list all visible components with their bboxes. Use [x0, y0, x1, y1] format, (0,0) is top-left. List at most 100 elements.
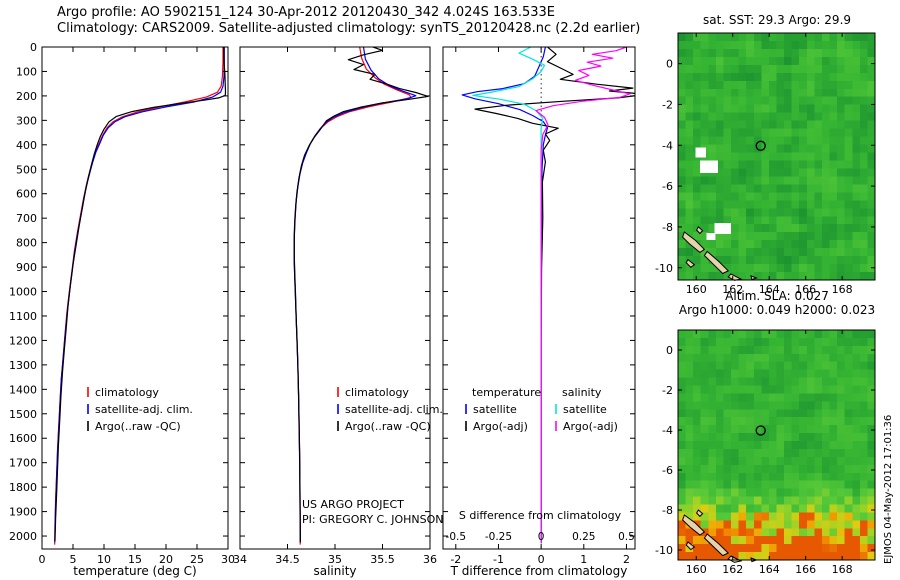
svg-text:-10: -10	[655, 262, 673, 275]
series-climatology	[293, 47, 412, 545]
series-satellite-adj-clim	[293, 47, 417, 543]
island-contour	[682, 514, 706, 536]
svg-text:900: 900	[16, 261, 37, 274]
temperature-profile-legend: climatology satellite-adj. clim. Argo(..ra…	[87, 386, 193, 433]
svg-text:satellite-adj. clim.: satellite-adj. clim.	[345, 403, 443, 416]
sla-map-panel: 160 162 164 166 168 0 -2 -4 -6 -8 -10	[655, 329, 876, 576]
svg-text:160: 160	[686, 563, 707, 576]
svg-text:300: 300	[16, 114, 37, 127]
svg-text:0: 0	[538, 553, 545, 566]
series-s-argo-adj	[535, 47, 631, 543]
svg-text:800: 800	[16, 237, 37, 250]
missing-data-patch	[714, 222, 731, 234]
missing-data-patch	[706, 233, 716, 241]
svg-text:-0.5: -0.5	[446, 531, 467, 543]
svg-text:temperature: temperature	[472, 386, 541, 399]
svg-text:2: 2	[623, 553, 630, 566]
svg-text:160: 160	[686, 283, 707, 296]
svg-text:2000: 2000	[9, 530, 37, 543]
missing-data-patch	[695, 147, 707, 158]
island-contour	[750, 275, 758, 281]
timestamp-stamp: EJMOS 04-May-2012 17:01:36	[883, 414, 894, 564]
sla-map-title-line1: Altim. SLA: 0.027	[725, 289, 829, 303]
salinity-profile-legend: climatology satellite-adj. clim. Argo(..ra…	[337, 386, 443, 433]
note-us-argo-project: US ARGO PROJECT	[302, 498, 404, 511]
axes-box	[442, 46, 636, 550]
svg-text:500: 500	[16, 163, 37, 176]
svg-text:0: 0	[666, 58, 673, 71]
svg-text:-6: -6	[662, 180, 673, 193]
svg-text:Argo(-adj): Argo(-adj)	[473, 420, 528, 433]
island-contour	[685, 541, 696, 551]
series-s-satellite	[472, 47, 546, 543]
label-s-difference: S difference from climatology	[458, 509, 622, 522]
svg-text:168: 168	[832, 563, 853, 576]
svg-text:1: 1	[580, 553, 587, 566]
svg-text:15: 15	[128, 553, 142, 566]
svg-text:0.5: 0.5	[618, 531, 635, 543]
sla-map-title-line2: Argo h1000: 0.049 h2000: 0.023	[678, 303, 876, 317]
svg-text:-0.25: -0.25	[485, 531, 512, 543]
island-contour	[727, 555, 743, 563]
svg-text:36: 36	[423, 553, 437, 566]
svg-text:700: 700	[16, 212, 37, 225]
axes-box	[41, 46, 229, 550]
svg-text:162: 162	[722, 563, 743, 576]
svg-text:salinity: salinity	[562, 386, 602, 399]
svg-text:10: 10	[97, 553, 111, 566]
svg-text:satellite: satellite	[563, 403, 607, 416]
svg-text:400: 400	[16, 139, 37, 152]
svg-text:1000: 1000	[9, 286, 37, 299]
svg-text:-2: -2	[662, 98, 673, 111]
series-climatology	[54, 47, 224, 545]
svg-text:5: 5	[70, 553, 77, 566]
svg-text:30: 30	[221, 553, 235, 566]
series-argo-raw-qc	[54, 47, 227, 541]
svg-text:satellite-adj. clim.: satellite-adj. clim.	[95, 403, 193, 416]
svg-text:0: 0	[538, 531, 545, 543]
svg-text:35.5: 35.5	[370, 553, 395, 566]
xlabel-t-difference: T difference from climatology	[450, 564, 628, 578]
series-t-argo-adj	[474, 47, 635, 543]
svg-text:0.25: 0.25	[572, 531, 595, 543]
island-contour	[682, 231, 706, 254]
svg-text:1400: 1400	[9, 383, 37, 396]
map-border	[677, 329, 876, 561]
svg-text:climatology: climatology	[95, 386, 159, 399]
svg-text:1100: 1100	[9, 310, 37, 323]
argo-position-marker	[755, 140, 766, 151]
svg-text:0: 0	[39, 553, 46, 566]
svg-text:34.5: 34.5	[275, 553, 300, 566]
svg-text:0: 0	[666, 344, 673, 357]
series-satellite-adj-clim	[54, 47, 225, 543]
svg-text:100: 100	[16, 65, 37, 78]
svg-text:1600: 1600	[9, 432, 37, 445]
svg-text:34: 34	[233, 553, 247, 566]
island-contour	[703, 533, 730, 557]
difference-profile-panel: -2 -1 0 1 2 -0.5 -0.25 0 0.25 0.5 temperature satel…	[442, 46, 636, 566]
xlabel-salinity: salinity	[313, 564, 357, 578]
svg-text:20: 20	[159, 553, 173, 566]
island-contour	[685, 258, 696, 268]
svg-text:1700: 1700	[9, 457, 37, 470]
svg-text:Argo(-adj): Argo(-adj)	[563, 420, 618, 433]
svg-text:1300: 1300	[9, 359, 37, 372]
svg-text:-2: -2	[662, 384, 673, 397]
map-border	[677, 32, 876, 281]
sst-map-title: sat. SST: 29.3 Argo: 29.9	[702, 13, 852, 27]
salinity-profile-panel: 34 34.5 35 35.5 36 climatology satellite-adj. …	[233, 46, 443, 566]
argo-position-marker	[755, 425, 766, 436]
svg-text:164: 164	[759, 563, 780, 576]
island-contour	[703, 250, 730, 275]
svg-text:164: 164	[759, 283, 780, 296]
series-argo-raw-qc	[293, 47, 429, 543]
svg-text:satellite: satellite	[473, 403, 517, 416]
svg-text:-8: -8	[662, 504, 673, 517]
svg-text:Argo(..raw -QC): Argo(..raw -QC)	[95, 420, 181, 433]
axes-box	[239, 46, 431, 550]
missing-data-patch	[699, 160, 719, 173]
xlabel-temperature: temperature (deg C)	[73, 564, 197, 578]
series-t-satellite	[461, 47, 549, 543]
